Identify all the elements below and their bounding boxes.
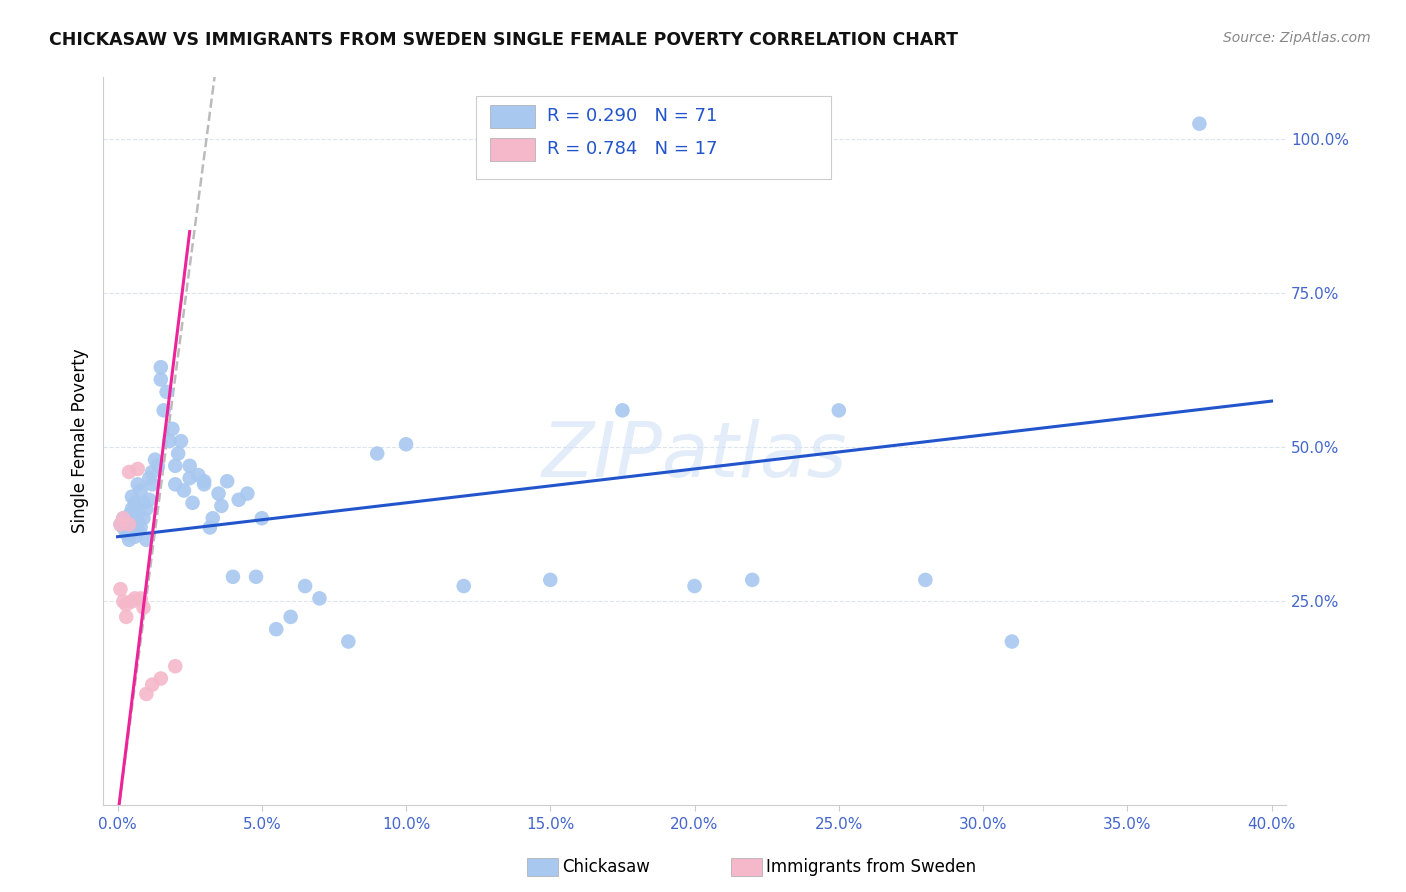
Point <box>294 579 316 593</box>
Point <box>118 508 141 523</box>
Point <box>124 496 146 510</box>
Point <box>337 634 360 648</box>
Point <box>143 452 166 467</box>
Point <box>110 517 132 532</box>
Point <box>110 517 132 532</box>
Point <box>124 591 146 606</box>
Bar <box>489 138 534 161</box>
Point <box>453 579 475 593</box>
Point <box>395 437 418 451</box>
Point <box>110 582 132 596</box>
Point <box>112 511 135 525</box>
Point <box>173 483 195 498</box>
Point <box>222 570 245 584</box>
Point <box>828 403 851 417</box>
Point <box>118 517 141 532</box>
Point <box>1188 117 1211 131</box>
Point <box>187 468 209 483</box>
Point <box>538 573 561 587</box>
Point <box>115 526 138 541</box>
Point <box>149 672 172 686</box>
Point <box>138 492 160 507</box>
Point <box>115 514 138 528</box>
Point <box>198 520 221 534</box>
Point <box>124 530 146 544</box>
Point <box>135 502 157 516</box>
Text: CHICKASAW VS IMMIGRANTS FROM SWEDEN SINGLE FEMALE POVERTY CORRELATION CHART: CHICKASAW VS IMMIGRANTS FROM SWEDEN SING… <box>49 31 959 49</box>
Point <box>167 446 190 460</box>
Point <box>115 598 138 612</box>
Point <box>741 573 763 587</box>
Point <box>914 573 936 587</box>
Point <box>118 465 141 479</box>
Point <box>236 486 259 500</box>
Point <box>193 475 215 489</box>
Point <box>280 610 302 624</box>
Text: Source: ZipAtlas.com: Source: ZipAtlas.com <box>1223 31 1371 45</box>
Text: ZIPatlas: ZIPatlas <box>541 418 848 492</box>
Point <box>129 591 152 606</box>
Point <box>129 483 152 498</box>
Point <box>217 475 239 489</box>
Point <box>118 533 141 547</box>
Text: R = 0.784   N = 17: R = 0.784 N = 17 <box>547 140 717 158</box>
Point <box>264 622 287 636</box>
Point <box>127 477 149 491</box>
Point <box>112 511 135 525</box>
Point <box>127 524 149 538</box>
Point <box>250 511 273 525</box>
Y-axis label: Single Female Poverty: Single Female Poverty <box>72 349 89 533</box>
Point <box>165 659 187 673</box>
Point <box>121 502 143 516</box>
Point <box>132 496 155 510</box>
Point <box>1001 634 1024 648</box>
Point <box>121 490 143 504</box>
Point <box>193 477 215 491</box>
Point <box>127 462 149 476</box>
Point <box>124 505 146 519</box>
Text: Chickasaw: Chickasaw <box>562 858 650 876</box>
Point <box>141 477 163 491</box>
Point <box>135 687 157 701</box>
Point <box>135 533 157 547</box>
Point <box>112 594 135 608</box>
Point <box>132 511 155 525</box>
Point <box>170 434 193 449</box>
Point <box>207 486 229 500</box>
Point <box>308 591 330 606</box>
Point <box>366 446 388 460</box>
Point <box>127 514 149 528</box>
Point <box>165 477 187 491</box>
FancyBboxPatch shape <box>475 95 831 179</box>
Bar <box>489 105 534 128</box>
Point <box>141 465 163 479</box>
Text: Immigrants from Sweden: Immigrants from Sweden <box>766 858 976 876</box>
Point <box>159 434 181 449</box>
Point <box>209 499 232 513</box>
Point <box>179 471 201 485</box>
Point <box>149 372 172 386</box>
Point <box>612 403 634 417</box>
Point <box>115 610 138 624</box>
Point <box>181 496 204 510</box>
Point <box>138 471 160 485</box>
Point <box>162 422 184 436</box>
Point <box>165 458 187 473</box>
Point <box>129 520 152 534</box>
Point <box>179 458 201 473</box>
Point <box>121 517 143 532</box>
Point <box>683 579 706 593</box>
Point <box>155 384 177 399</box>
Point <box>121 594 143 608</box>
Text: R = 0.290   N = 71: R = 0.290 N = 71 <box>547 107 717 125</box>
Point <box>201 511 224 525</box>
Point <box>228 492 250 507</box>
Point <box>245 570 267 584</box>
Point <box>112 520 135 534</box>
Point <box>146 458 169 473</box>
Point <box>141 678 163 692</box>
Point <box>152 403 174 417</box>
Point <box>149 360 172 375</box>
Point <box>132 600 155 615</box>
